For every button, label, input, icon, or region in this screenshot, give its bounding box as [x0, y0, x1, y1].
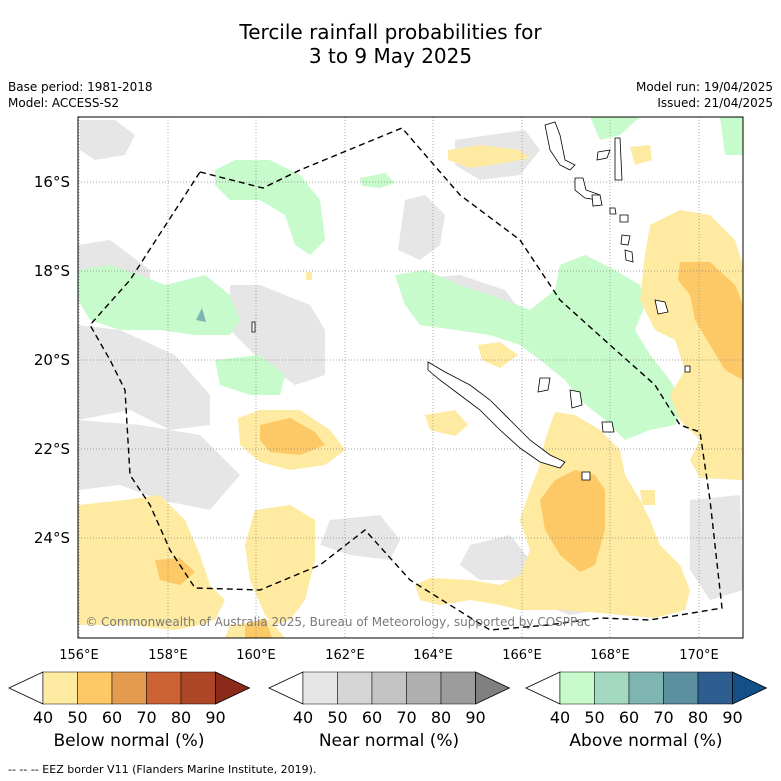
legend-title-below: Below normal (%) — [53, 731, 205, 751]
colorbar-segment — [111, 671, 147, 705]
colorbar-low-extension — [8, 671, 44, 705]
latitude-labels: 16°S 18°S 20°S 22°S 24°S — [34, 173, 70, 547]
eez-footnote: -- -- -- EEZ border V11 (Flanders Marine… — [8, 763, 317, 776]
colorbar-tick-label: 70 — [396, 708, 416, 727]
colorbar-low-extension — [525, 671, 561, 705]
copyright-text: © Commonwealth of Australia 2025, Bureau… — [85, 615, 590, 629]
colorbar-segment — [302, 671, 338, 705]
colorbar-low-extension — [268, 671, 304, 705]
colorbar-segment — [180, 671, 216, 705]
island-outlines — [251, 121, 691, 481]
map-frame — [77, 116, 744, 639]
colorbar-segment — [594, 671, 630, 705]
colorbar-tick-label: 60 — [102, 708, 122, 727]
colorbar-tick-label: 40 — [293, 708, 313, 727]
below-normal-50-regions — [155, 262, 743, 638]
lon-label: 160°E — [236, 648, 276, 663]
model-run: Model run: 19/04/2025 — [635, 80, 773, 94]
legend-title-above: Above normal (%) — [569, 731, 723, 751]
colorbar-tick-label: 50 — [327, 708, 347, 727]
lat-label: 16°S — [34, 173, 70, 191]
colorbar-2: 40 50 60 70 80 90 — [525, 671, 768, 727]
colorbar-segment — [663, 671, 699, 705]
colorbar-segment — [440, 671, 476, 705]
lat-label: 22°S — [34, 440, 70, 458]
colorbar-0: 40 50 60 70 80 90 — [8, 671, 251, 727]
lon-label: 170°E — [679, 648, 719, 663]
colorbar-segment — [146, 671, 182, 705]
colorbar-high-extension — [475, 671, 511, 705]
lon-label: 158°E — [148, 648, 188, 663]
colorbar-tick-label: 50 — [584, 708, 604, 727]
colorbar-tick-label: 80 — [688, 708, 708, 727]
colorbar-tick-label: 90 — [465, 708, 485, 727]
colorbar-segment — [697, 671, 733, 705]
model-name: Model: ACCESS-S2 — [8, 96, 120, 110]
colorbar-segment — [42, 671, 78, 705]
colorbar-tick-label: 70 — [136, 708, 156, 727]
longitude-labels: 156°E 158°E 160°E 162°E 164°E 166°E 168°… — [59, 648, 719, 663]
lon-label: 156°E — [59, 648, 99, 663]
lon-label: 164°E — [413, 648, 453, 663]
colorbar-high-extension — [215, 671, 251, 705]
colorbar-tick-label: 60 — [619, 708, 639, 727]
colorbar-tick-label: 80 — [431, 708, 451, 727]
colorbar-segment — [559, 671, 595, 705]
colorbar-tick-label: 90 — [205, 708, 225, 727]
lat-label: 24°S — [34, 529, 70, 547]
issued-date: Issued: 21/04/2025 — [657, 96, 773, 110]
chart-title-line2: 3 to 9 May 2025 — [308, 44, 473, 68]
colorbar-legends: 40 50 60 70 80 90 40 50 60 70 80 90 40 50 60 70 80 90 — [8, 671, 768, 727]
colorbar-1: 40 50 60 70 80 90 — [268, 671, 511, 727]
colorbar-tick-label: 40 — [33, 708, 53, 727]
lat-label: 20°S — [34, 351, 70, 369]
lat-label: 18°S — [34, 262, 70, 280]
colorbar-high-extension — [732, 671, 768, 705]
colorbar-tick-label: 50 — [67, 708, 87, 727]
lon-label: 166°E — [502, 648, 542, 663]
colorbar-tick-label: 40 — [550, 708, 570, 727]
colorbar-tick-label: 80 — [171, 708, 191, 727]
colorbar-segment — [628, 671, 664, 705]
eez-border — [89, 127, 723, 631]
lon-label: 168°E — [590, 648, 630, 663]
colorbar-segment — [406, 671, 442, 705]
map-area — [78, 117, 743, 638]
colorbar-tick-label: 90 — [722, 708, 742, 727]
colorbar-segment — [337, 671, 373, 705]
legend-title-near: Near normal (%) — [318, 731, 460, 751]
lon-label: 162°E — [325, 648, 365, 663]
colorbar-segment — [371, 671, 407, 705]
chart-title-line1: Tercile rainfall probabilities for — [239, 20, 542, 44]
colorbar-tick-label: 60 — [362, 708, 382, 727]
above-normal-60-spot — [196, 308, 206, 322]
base-period: Base period: 1981-2018 — [8, 80, 153, 94]
colorbar-tick-label: 70 — [653, 708, 673, 727]
colorbar-segment — [77, 671, 113, 705]
